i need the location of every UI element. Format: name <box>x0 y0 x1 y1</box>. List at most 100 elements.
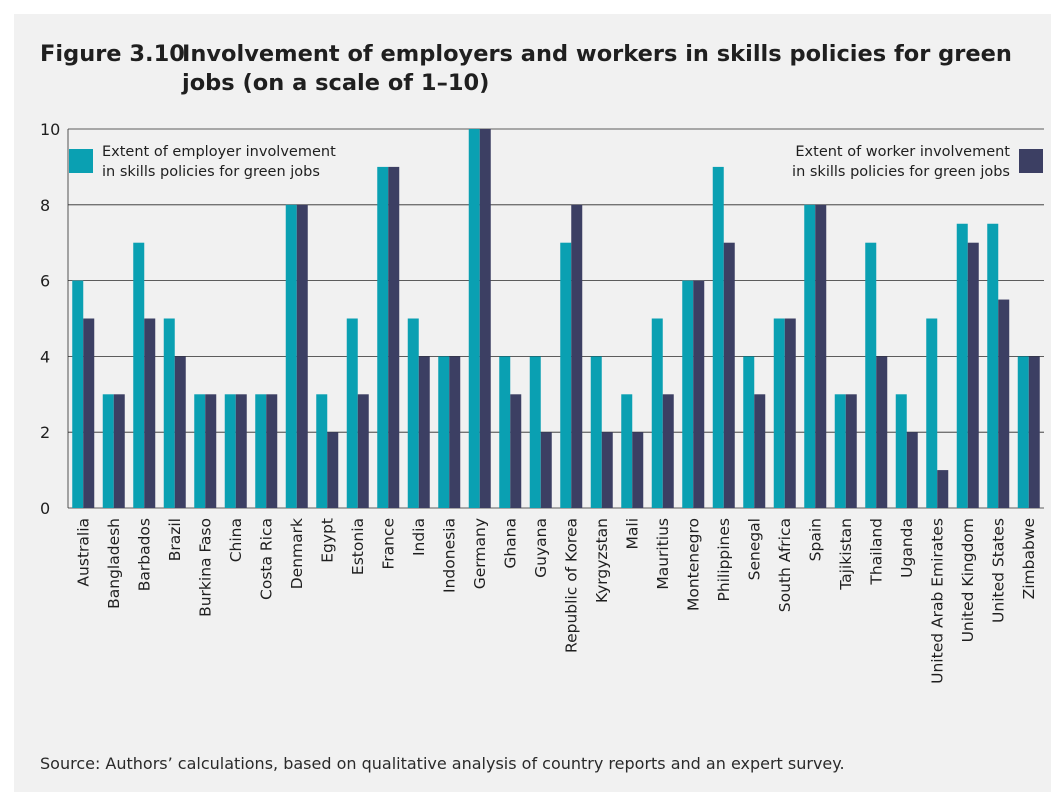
x-tick-label: Zimbabwe <box>1020 518 1038 599</box>
employer-bar <box>316 394 328 508</box>
x-tick-label: India <box>410 518 428 556</box>
worker-bar <box>327 432 339 508</box>
employer-bar <box>407 318 419 508</box>
employer-bar <box>285 204 297 509</box>
worker-bar <box>540 432 552 508</box>
worker-bar <box>876 356 888 508</box>
worker-bar <box>906 432 918 508</box>
x-tick-label: Thailand <box>867 518 885 586</box>
x-tick-label: Republic of Korea <box>562 518 580 653</box>
worker-bar <box>83 318 95 508</box>
employer-bar <box>529 356 541 508</box>
employer-bar <box>224 394 236 508</box>
worker-bar <box>144 318 156 508</box>
x-tick-label: Uganda <box>898 518 916 578</box>
employer-bar <box>651 318 663 508</box>
worker-bar <box>235 394 247 508</box>
legend-worker-label: Extent of worker involvement in skills po… <box>792 144 1010 180</box>
employer-bar <box>438 356 450 508</box>
x-tick-label: Germany <box>471 518 489 589</box>
x-tick-label: Senegal <box>745 518 763 580</box>
x-tick-label: Estonia <box>349 518 367 575</box>
x-tick-label: Burkina Faso <box>196 518 214 617</box>
employer-bar <box>468 129 480 508</box>
employer-bar <box>163 318 175 508</box>
employer-bar <box>865 242 877 508</box>
employer-bar <box>773 318 785 508</box>
employer-bar <box>255 394 267 508</box>
worker-bar <box>1028 356 1040 508</box>
employer-bar <box>1017 356 1029 508</box>
x-tick-label: Philippines <box>715 518 733 602</box>
worker-bar <box>449 356 461 508</box>
y-tick-label: 8 <box>40 196 50 215</box>
worker-bar <box>662 394 674 508</box>
worker-bar <box>479 129 491 508</box>
y-tick-label: 6 <box>40 272 50 291</box>
x-tick-label: Kyrgyzstan <box>593 518 611 603</box>
x-tick-label: Costa Rica <box>257 518 275 600</box>
legend-employer-label: Extent of employer involvement in skills … <box>102 144 336 180</box>
figure-number: Figure 3.10 <box>40 41 185 67</box>
employer-bar <box>926 318 938 508</box>
x-tick-label: Mali <box>623 518 641 549</box>
x-tick-label: Bangladesh <box>105 518 123 609</box>
employer-bar <box>194 394 206 508</box>
x-tick-label: Barbados <box>135 518 153 591</box>
employer-bar <box>987 223 999 508</box>
worker-bar <box>815 204 827 509</box>
employer-bar <box>682 280 694 508</box>
worker-bar <box>845 394 857 508</box>
x-tick-label: Mauritius <box>654 518 672 590</box>
x-tick-label: Indonesia <box>440 518 458 593</box>
x-tick-label: Australia <box>74 518 92 587</box>
y-tick-label: 10 <box>40 120 60 139</box>
x-tick-label: Denmark <box>288 518 306 589</box>
employer-bar <box>590 356 602 508</box>
employer-bar <box>804 204 816 509</box>
employer-bar <box>102 394 114 508</box>
x-tick-label: Ghana <box>501 518 519 569</box>
x-tick-label: Egypt <box>318 518 336 563</box>
employer-bar <box>956 223 968 508</box>
worker-bar <box>937 470 949 508</box>
y-tick-label: 2 <box>40 423 50 442</box>
x-tick-label: Montenegro <box>684 518 702 611</box>
worker-bar <box>174 356 186 508</box>
employer-bar <box>346 318 358 508</box>
y-tick-label: 0 <box>40 499 50 518</box>
x-tick-label: Tajikistan <box>837 518 855 591</box>
x-tick-label: South Africa <box>776 518 794 612</box>
x-tick-label: United Arab Emirates <box>928 518 946 684</box>
worker-bar <box>388 166 400 508</box>
x-tick-label: Spain <box>806 518 824 561</box>
source-note: Source: Authors’ calculations, based on … <box>40 754 845 773</box>
employer-bar <box>834 394 846 508</box>
worker-bar <box>601 432 613 508</box>
figure-title-text: Involvement of employers and workers in … <box>182 41 1012 96</box>
x-tick-label: China <box>227 518 245 562</box>
employer-bar <box>743 356 755 508</box>
worker-bar <box>205 394 217 508</box>
x-tick-label: United Kingdom <box>959 518 977 642</box>
employer-bar <box>133 242 145 508</box>
worker-bar <box>632 432 644 508</box>
employer-bar <box>712 166 724 508</box>
worker-bar <box>754 394 766 508</box>
employer-bar <box>895 394 907 508</box>
legend-employer-swatch <box>69 149 93 173</box>
worker-bar <box>357 394 369 508</box>
x-tick-label: Brazil <box>166 518 184 561</box>
legend-worker-swatch <box>1019 149 1043 173</box>
worker-bar <box>723 242 735 508</box>
employer-bar <box>499 356 511 508</box>
worker-bar <box>296 204 308 509</box>
worker-bar <box>693 280 705 508</box>
worker-bar <box>113 394 125 508</box>
worker-bar <box>418 356 430 508</box>
x-tick-label: Guyana <box>532 518 550 578</box>
worker-bar <box>967 242 979 508</box>
worker-bar <box>998 299 1010 508</box>
employer-bar <box>560 242 572 508</box>
